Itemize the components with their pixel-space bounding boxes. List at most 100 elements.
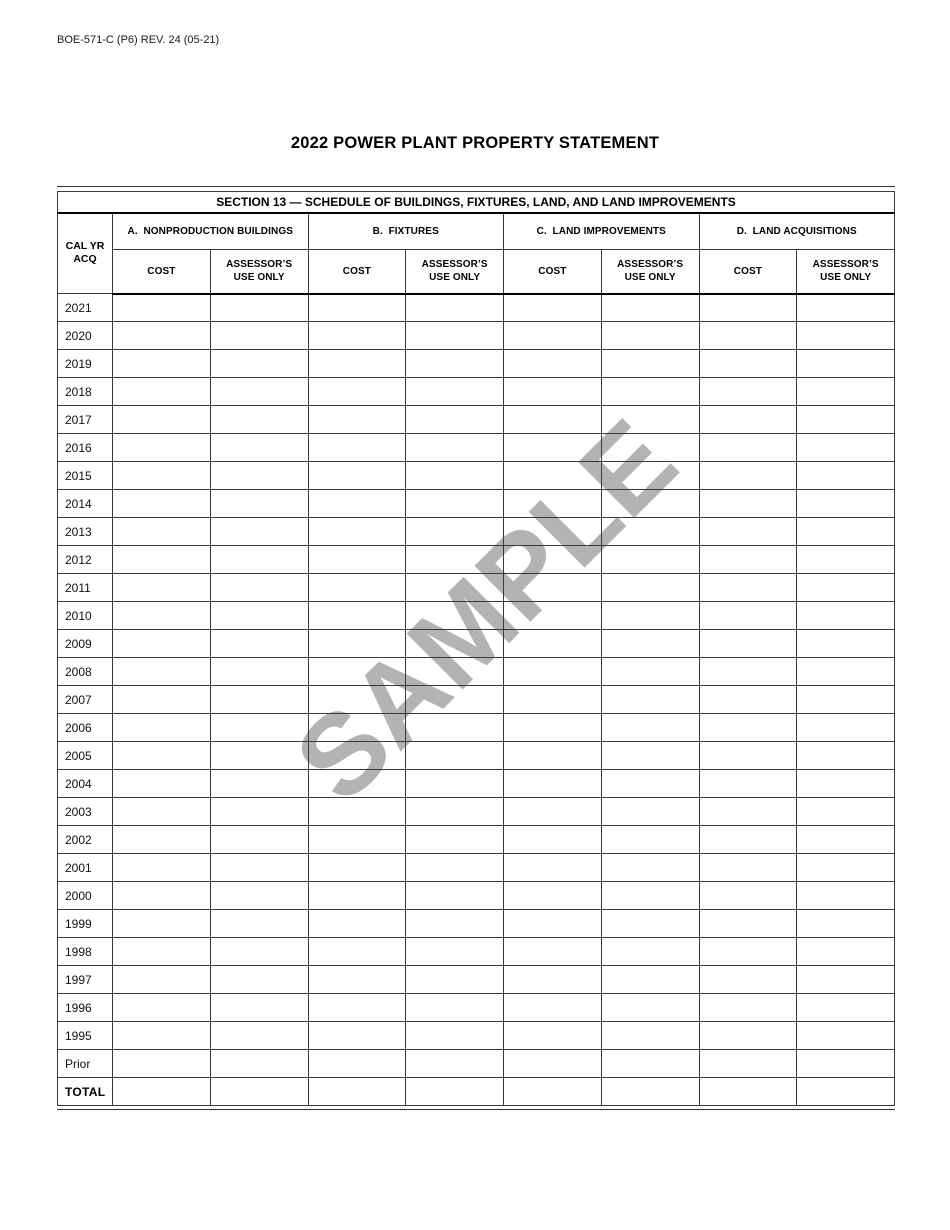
- data-cell: [600, 657, 700, 686]
- data-cell: [503, 965, 602, 994]
- data-cell: [405, 685, 504, 714]
- data-cell: [307, 517, 407, 546]
- data-cell: [112, 741, 211, 770]
- data-cell: [503, 349, 602, 378]
- data-cell: [796, 853, 895, 882]
- data-cell: [209, 685, 309, 714]
- year-row-label: 2004: [57, 769, 113, 798]
- data-cell: [209, 797, 309, 826]
- data-cell: [405, 349, 504, 378]
- data-cell: [209, 1021, 309, 1050]
- data-cell: [405, 573, 504, 602]
- data-cell: [405, 1021, 504, 1050]
- table-row: 2019: [57, 349, 895, 378]
- data-cell: [698, 405, 798, 434]
- data-cell: [112, 461, 211, 490]
- schedule-table-container: SECTION 13 — SCHEDULE OF BUILDINGS, FIXT…: [57, 186, 895, 1110]
- data-cell: [209, 881, 309, 910]
- form-number-label: BOE-571-C (P6) REV. 24 (05-21): [57, 34, 220, 46]
- table-row: 2002: [57, 825, 895, 854]
- data-cell: [796, 1077, 895, 1106]
- data-cell: [307, 321, 407, 350]
- data-cell: [600, 937, 700, 966]
- data-cell: [209, 545, 309, 574]
- data-cell: [503, 1077, 602, 1106]
- data-cell: [503, 489, 602, 518]
- data-cell: [698, 293, 798, 322]
- cost-header-b: COST: [307, 249, 407, 295]
- data-cell: [600, 461, 700, 490]
- data-cell: [698, 349, 798, 378]
- data-cell: [503, 573, 602, 602]
- data-cell: [600, 545, 700, 574]
- data-cell: [503, 909, 602, 938]
- data-cell: [209, 965, 309, 994]
- data-cell: [307, 601, 407, 630]
- data-cell: [112, 853, 211, 882]
- data-cell: [112, 293, 211, 322]
- data-cell: [405, 433, 504, 462]
- data-cell: [209, 433, 309, 462]
- data-cell: [112, 713, 211, 742]
- year-row-label: 2015: [57, 461, 113, 490]
- year-row-label: Prior: [57, 1049, 113, 1078]
- data-cell: [796, 461, 895, 490]
- data-cell: [503, 713, 602, 742]
- data-cell: [600, 797, 700, 826]
- data-cell: [112, 1049, 211, 1078]
- data-cell: [307, 741, 407, 770]
- cost-header-c: COST: [503, 249, 602, 295]
- data-cell: [209, 489, 309, 518]
- data-cell: [600, 433, 700, 462]
- group-header-d: D. LAND ACQUISITIONS: [698, 212, 895, 250]
- data-cell: [503, 741, 602, 770]
- data-cell: [698, 713, 798, 742]
- data-cell: [600, 1049, 700, 1078]
- data-cell: [209, 517, 309, 546]
- year-row-label: 2002: [57, 825, 113, 854]
- data-cell: [796, 349, 895, 378]
- data-cell: [405, 1049, 504, 1078]
- assessors-use-header-d: ASSESSOR’S USE ONLY: [796, 249, 895, 295]
- data-cell: [112, 321, 211, 350]
- data-cell: [209, 713, 309, 742]
- data-cell: [503, 461, 602, 490]
- year-row-label: 2021: [57, 293, 113, 322]
- data-cell: [796, 993, 895, 1022]
- year-row-label: 1999: [57, 909, 113, 938]
- data-cell: [209, 601, 309, 630]
- year-column-header: CAL YR ACQ: [57, 212, 113, 294]
- data-cell: [405, 461, 504, 490]
- year-row-label: 2011: [57, 573, 113, 602]
- data-cell: [503, 377, 602, 406]
- data-cell: [209, 1049, 309, 1078]
- group-header-a: A. NONPRODUCTION BUILDINGS: [112, 212, 309, 250]
- data-cell: [698, 517, 798, 546]
- table-row: 2016: [57, 433, 895, 462]
- year-row-label: 1997: [57, 965, 113, 994]
- year-row-label: 2010: [57, 601, 113, 630]
- year-row-label: 2000: [57, 881, 113, 910]
- data-cell: [503, 601, 602, 630]
- cost-header-a: COST: [112, 249, 211, 295]
- data-cell: [698, 433, 798, 462]
- data-cell: [112, 573, 211, 602]
- data-cell: [503, 853, 602, 882]
- data-cell: [112, 825, 211, 854]
- data-cell: [307, 685, 407, 714]
- data-cell: [112, 965, 211, 994]
- year-row-label: 2006: [57, 713, 113, 742]
- table-row: 2021: [57, 293, 895, 322]
- year-row-label: 2017: [57, 405, 113, 434]
- data-cell: [796, 769, 895, 798]
- table-row: 2011: [57, 573, 895, 602]
- table-row: 2018: [57, 377, 895, 406]
- data-cell: [698, 685, 798, 714]
- data-cell: [307, 937, 407, 966]
- total-row-label: TOTAL: [57, 1077, 113, 1106]
- data-cell: [503, 797, 602, 826]
- section-header-row: SECTION 13 — SCHEDULE OF BUILDINGS, FIXT…: [57, 191, 895, 214]
- data-cell: [112, 993, 211, 1022]
- table-row: 2005: [57, 741, 895, 770]
- table-row: 2004: [57, 769, 895, 798]
